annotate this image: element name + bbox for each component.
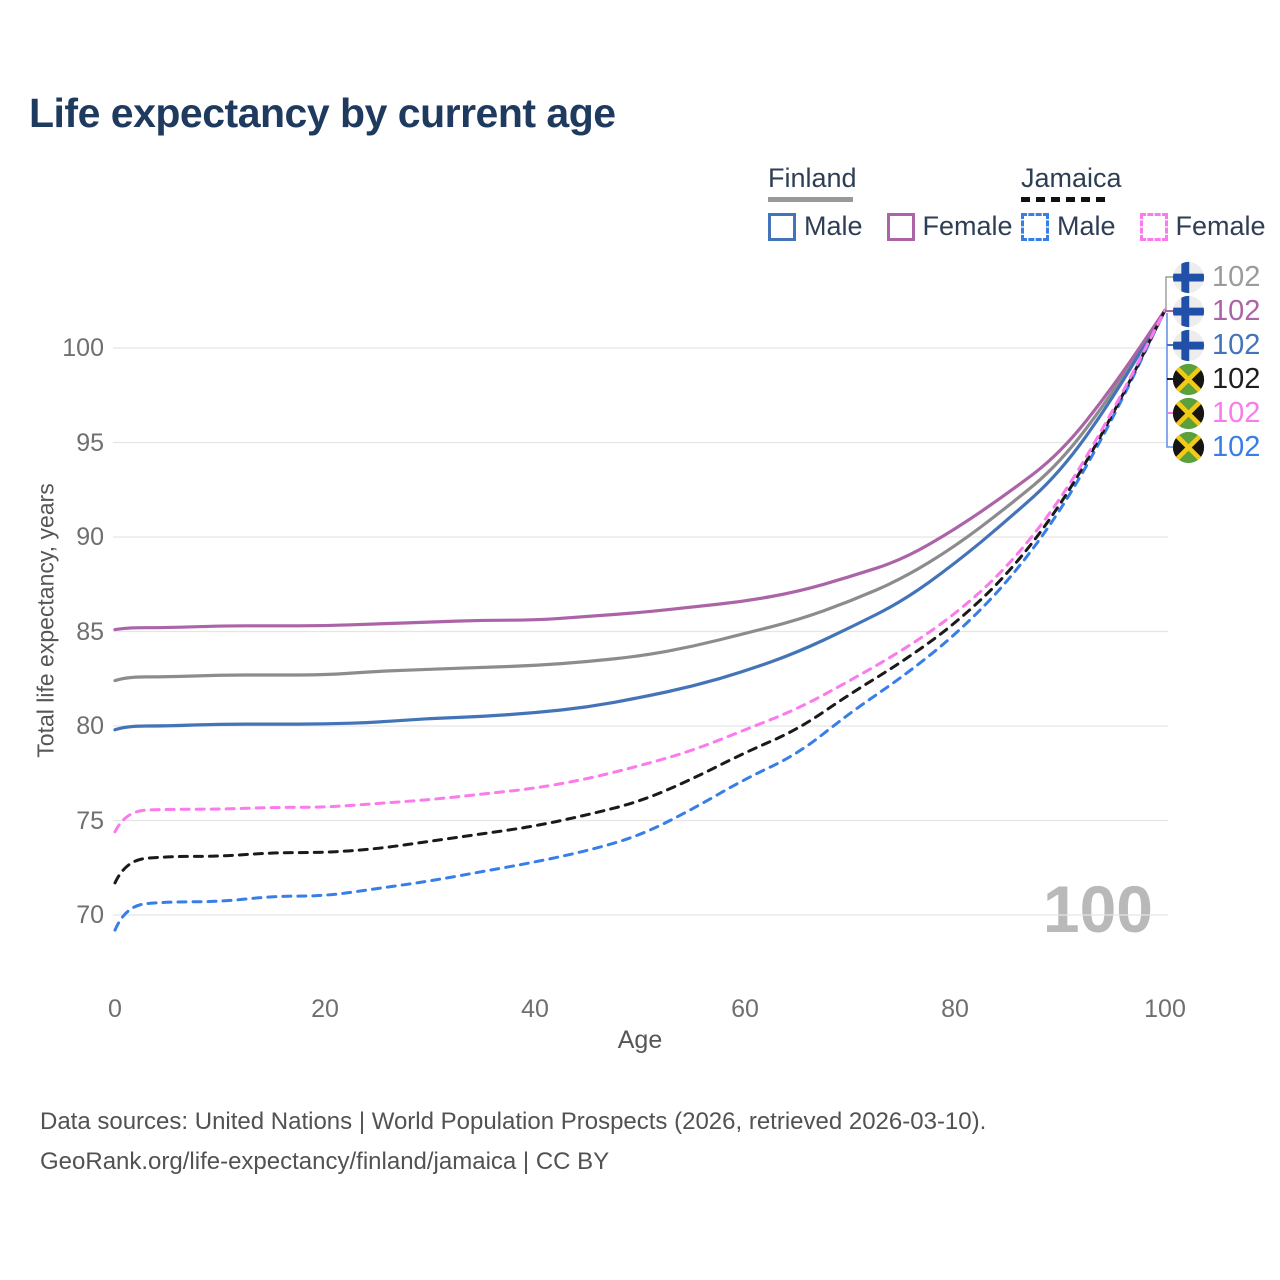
legend-item-jamaica-male[interactable]: Male [1021, 211, 1140, 242]
series-line-finland-female [113, 308, 1167, 632]
y-tick-label: 80 [76, 712, 104, 740]
page-title: Life expectancy by current age [29, 90, 616, 136]
end-label-finland-both-sexes: 102 [1172, 260, 1260, 294]
checkbox-swatch-finland-male[interactable] [768, 212, 796, 241]
legend-series-jamaica[interactable]: Jamaica [1021, 163, 1280, 202]
legend-item-finland-male[interactable]: Male [768, 211, 887, 242]
legend-item-label: Female [1175, 211, 1266, 241]
age-watermark: 100 [1042, 872, 1153, 946]
y-tick-label: 100 [62, 334, 104, 362]
finland-line-style-swatch [768, 197, 853, 202]
series-line-finland-both-sexes [113, 308, 1167, 683]
y-tick-label: 85 [76, 617, 104, 646]
end-label-value: 102 [1212, 294, 1261, 327]
footer-source-line: Data sources: United Nations | World Pop… [40, 1108, 987, 1135]
y-tick-label: 90 [76, 523, 104, 551]
y-tick-label: 75 [76, 806, 104, 835]
finland-flag-icon [1172, 329, 1205, 361]
legend-series-finland[interactable]: Finland [768, 163, 1037, 202]
end-label-value: 102 [1212, 396, 1261, 429]
x-tick-label: 80 [941, 995, 969, 1023]
x-tick-label: 100 [1144, 995, 1186, 1023]
x-axis-title: Age [617, 1026, 663, 1054]
footer-license-line: GeoRank.org/life-expectancy/finland/jama… [40, 1148, 610, 1175]
end-label-finland-female: 102 [1172, 294, 1260, 328]
jamaica-flag-icon [1172, 397, 1205, 429]
finland-flag-icon [1172, 261, 1205, 293]
jamaica-line-style-swatch [1021, 197, 1111, 202]
y-tick-label: 70 [76, 901, 104, 929]
x-tick-label: 60 [731, 995, 759, 1023]
x-tick-label: 0 [108, 995, 122, 1023]
end-label-jamaica-male: 102 [1172, 430, 1260, 464]
series-line-jamaica-female [113, 308, 1167, 834]
legend-item-finland-female[interactable]: Female [886, 211, 1037, 242]
end-label-finland-male: 102 [1172, 328, 1260, 362]
legend-item-label: Female [922, 211, 1013, 241]
end-label-value: 102 [1212, 362, 1261, 395]
end-label-jamaica-female: 102 [1172, 396, 1260, 430]
series-line-finland-male [113, 308, 1167, 732]
series-line-jamaica-male [113, 308, 1167, 932]
end-label-jamaica-both-sexes: 102 [1172, 362, 1260, 396]
end-label-value: 102 [1212, 328, 1261, 361]
checkbox-swatch-jamaica-male[interactable] [1021, 212, 1049, 241]
x-tick-label: 40 [521, 995, 549, 1023]
legend-group-jamaica-label: Jamaica [1021, 163, 1122, 193]
legend-group-finland-label: Finland [768, 163, 857, 193]
end-label-value: 102 [1212, 430, 1261, 463]
legend-group-finland: Finland Male Female [768, 163, 1037, 242]
jamaica-flag-icon [1172, 431, 1205, 463]
legend-item-jamaica-female[interactable]: Female [1139, 211, 1280, 242]
end-label-value: 102 [1212, 260, 1261, 293]
legend-item-label: Male [804, 211, 863, 241]
jamaica-flag-icon [1172, 363, 1205, 395]
legend-group-jamaica: Jamaica Male Female [1021, 163, 1280, 242]
legend-item-label: Male [1057, 211, 1116, 241]
y-tick-label: 95 [76, 428, 104, 457]
series-line-jamaica-both-sexes [113, 308, 1167, 885]
checkbox-swatch-finland-female[interactable] [886, 212, 915, 241]
x-tick-label: 20 [311, 995, 339, 1023]
checkbox-swatch-jamaica-female[interactable] [1139, 212, 1168, 241]
finland-flag-icon [1172, 295, 1205, 327]
